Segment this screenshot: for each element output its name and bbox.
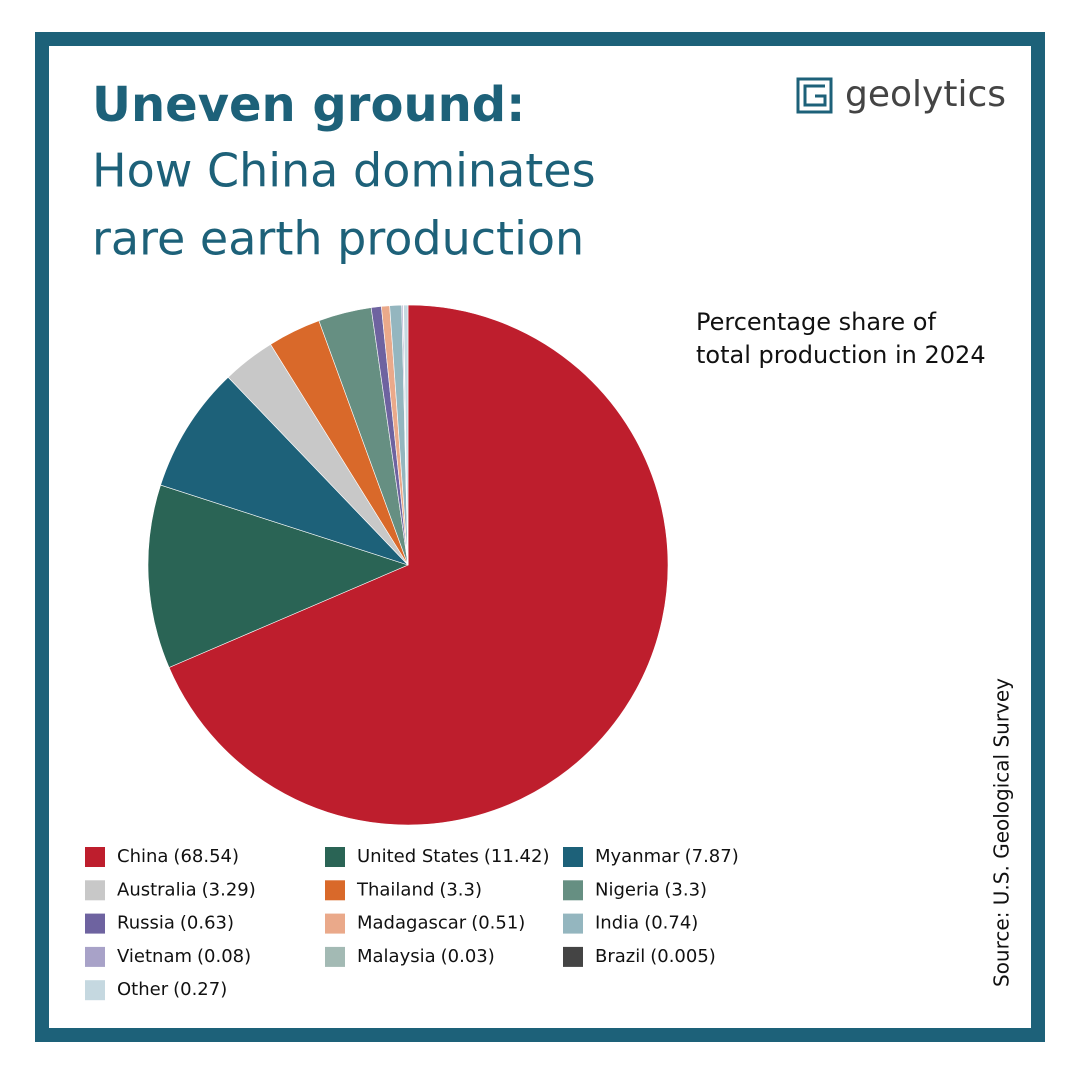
legend-label: Madagascar (0.51) xyxy=(357,913,525,934)
legend-value: (3.3) xyxy=(664,879,707,900)
legend-label: Nigeria (3.3) xyxy=(595,879,707,900)
legend-name: Thailand xyxy=(356,879,434,900)
logo-text: geolytics xyxy=(845,74,1006,115)
annotation: Percentage share of xyxy=(696,308,936,336)
legend-name: Brazil xyxy=(595,946,645,967)
legend-value: (0.08) xyxy=(197,946,251,967)
legend-name: Nigeria xyxy=(595,879,659,900)
chart-subtitle: rare earth production xyxy=(92,212,584,266)
legend-label: Australia (3.29) xyxy=(117,879,256,900)
legend-swatch xyxy=(325,880,345,901)
legend-name: India xyxy=(595,913,639,934)
legend-label: Malaysia (0.03) xyxy=(357,946,495,967)
legend-name: Russia xyxy=(117,913,175,934)
legend-swatch xyxy=(325,847,345,867)
pie xyxy=(147,304,669,826)
legend-value: (3.3) xyxy=(439,879,482,900)
legend-swatch xyxy=(85,847,105,867)
legend-value: (0.005) xyxy=(650,946,716,967)
legend-label: United States (11.42) xyxy=(357,846,549,867)
legend-name: Other xyxy=(117,979,169,1000)
legend-swatch xyxy=(85,980,105,1001)
legend-swatch xyxy=(563,847,583,867)
legend-name: United States xyxy=(357,846,479,867)
pie-slice xyxy=(147,484,409,668)
legend-swatch xyxy=(325,913,345,934)
legend-label: Myanmar (7.87) xyxy=(595,846,739,867)
legend-label: Thailand (3.3) xyxy=(356,879,482,900)
source: Source: U.S. Geological Survey xyxy=(990,678,1014,987)
legend-name: Vietnam xyxy=(117,946,192,967)
annotation: total production in 2024 xyxy=(696,341,986,369)
legend-swatch xyxy=(85,946,105,967)
legend-label: Russia (0.63) xyxy=(117,913,234,934)
legend-name: Australia xyxy=(117,879,197,900)
legend-value: (3.29) xyxy=(202,879,256,900)
legend-label: Vietnam (0.08) xyxy=(117,946,251,967)
legend-value: (0.63) xyxy=(180,913,234,934)
legend-swatch xyxy=(85,880,105,901)
legend: China (68.54) United States (11.42) Myanmar(… xyxy=(85,846,739,1001)
legend-swatch xyxy=(563,880,583,901)
legend-name: Madagascar xyxy=(357,913,467,934)
legend-value: (7.87) xyxy=(685,846,739,867)
legend-value: (68.54) xyxy=(173,846,239,867)
chart-subtitle: How China dominates xyxy=(92,144,596,198)
legend-label: India (0.74) xyxy=(595,913,698,934)
frame xyxy=(35,32,1045,1042)
pie-slice xyxy=(403,304,409,566)
chart-title: Uneven ground: xyxy=(92,77,525,133)
legend-value: (11.42) xyxy=(484,846,550,867)
legend-swatch xyxy=(325,946,345,967)
legend-name: China xyxy=(117,846,168,867)
pie-slice xyxy=(160,376,409,566)
legend-name: Myanmar xyxy=(595,846,680,867)
legend-label: China (68.54) xyxy=(117,846,239,867)
legend-value: (0.74) xyxy=(644,913,698,934)
legend-value: (0.51) xyxy=(471,913,525,934)
legend-label: Other (0.27) xyxy=(117,979,227,1000)
legend-swatch xyxy=(85,913,105,934)
legend-swatch xyxy=(563,946,583,967)
legend-value: (0.27) xyxy=(173,979,227,1000)
pie-slice xyxy=(168,304,669,826)
legend-label: Brazil (0.005) xyxy=(595,946,716,967)
legend-swatch xyxy=(563,913,583,934)
legend-value: (0.03) xyxy=(441,946,495,967)
legend-name: Malaysia xyxy=(357,946,436,967)
logo-icon xyxy=(796,77,833,114)
